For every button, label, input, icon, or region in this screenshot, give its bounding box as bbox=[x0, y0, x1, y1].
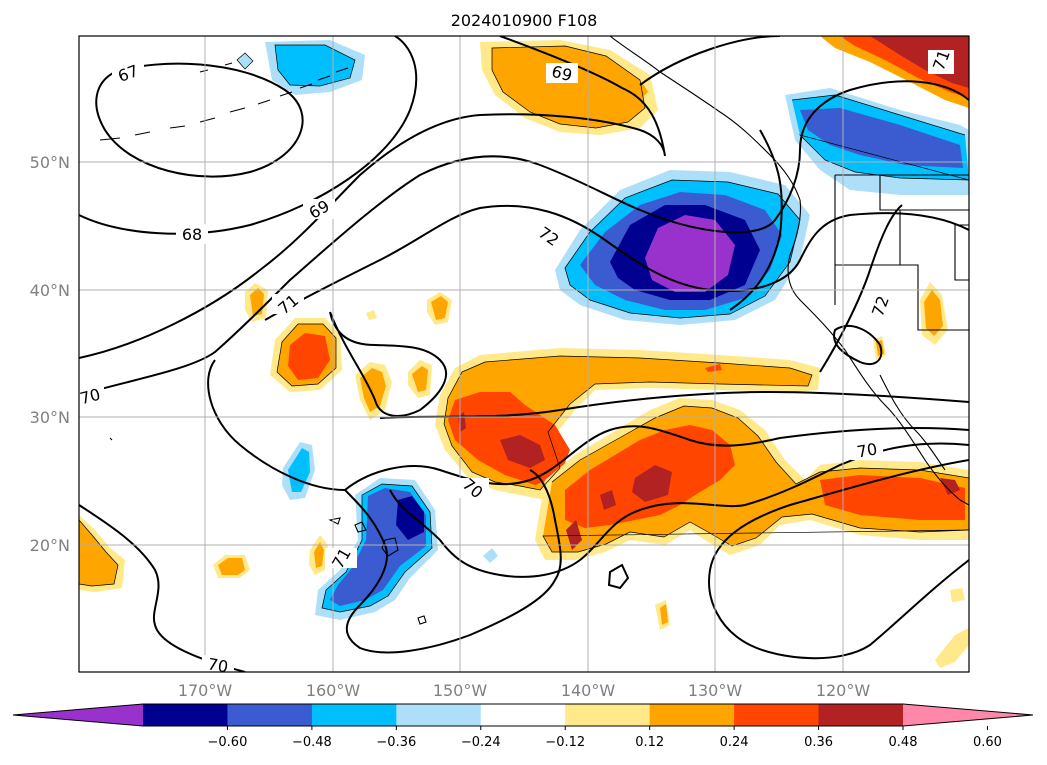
contour-label-71-ne: 71 bbox=[928, 47, 954, 74]
lat-label-40n: 40°N bbox=[30, 281, 70, 300]
anomaly-positive-west-edge bbox=[79, 515, 125, 592]
contour-label-67: 67 bbox=[112, 61, 144, 86]
coastline-layer bbox=[99, 36, 969, 625]
svg-text:69: 69 bbox=[550, 62, 575, 86]
contour-label-69-north: 69 bbox=[546, 62, 578, 86]
map-frame bbox=[78, 35, 970, 673]
colorbar-tick-label: 0.48 bbox=[889, 735, 918, 750]
contour-label-70-south: 70 bbox=[202, 654, 234, 676]
contour-label-layer: 67 68 69 69 71 72 bbox=[78, 47, 954, 676]
colorbar-segment bbox=[734, 704, 820, 726]
colorbar-segment bbox=[649, 704, 735, 726]
colorbar-outline bbox=[12, 703, 1034, 727]
lat-label-20n: 20°N bbox=[30, 536, 70, 555]
contour-69 bbox=[79, 36, 666, 359]
colorbar-segment bbox=[565, 704, 651, 726]
contour-label-68: 68 bbox=[176, 224, 208, 244]
filled-anomaly-layer bbox=[79, 36, 969, 668]
longitude-labels: 170°W 160°W 150°W 140°W 130°W 120°W bbox=[178, 681, 871, 700]
colorbar-segment bbox=[818, 704, 904, 726]
colorbar-segment bbox=[480, 704, 566, 726]
coastline-alaska bbox=[609, 36, 801, 201]
contour-71 bbox=[264, 204, 969, 321]
contour-67 bbox=[95, 62, 304, 178]
coastline-baja bbox=[879, 374, 946, 471]
svg-text:68: 68 bbox=[182, 225, 202, 244]
contour-70-sw bbox=[79, 504, 246, 672]
contour-small-loop bbox=[607, 563, 630, 590]
anomaly-positive-west-cluster bbox=[245, 283, 452, 420]
colorbar-tick-label: −0.48 bbox=[292, 735, 332, 750]
contour-68 bbox=[79, 36, 418, 235]
coastline-hawaii bbox=[328, 517, 399, 557]
anomaly-outline-layer bbox=[79, 44, 969, 613]
coastline-islands-misc bbox=[109, 62, 427, 625]
lon-label-150w: 150°W bbox=[433, 681, 488, 700]
contour-70 bbox=[79, 80, 969, 396]
colorbar: −0.60 −0.48 −0.36 −0.24 −0.12 0.12 0.24 0.36 0.4… bbox=[12, 703, 1034, 750]
map-plot-area: 67 68 69 69 71 72 bbox=[78, 36, 969, 676]
svg-text:70: 70 bbox=[855, 439, 878, 461]
anomaly-positive-subtropical-band bbox=[435, 348, 820, 500]
contour-label-72-central: 72 bbox=[533, 223, 565, 250]
anomaly-negative-small-blob bbox=[282, 442, 498, 563]
anomaly-positive-gulf-alaska bbox=[480, 40, 658, 135]
contour-70-south bbox=[207, 359, 969, 492]
colorbar-tick-label: −0.12 bbox=[545, 735, 585, 750]
anomaly-negative-pacific-nw bbox=[785, 88, 969, 195]
colorbar-tick-label: 0.24 bbox=[720, 735, 749, 750]
contour-72-loop bbox=[833, 325, 883, 365]
contour-label-71-hawaii: 71 bbox=[325, 545, 357, 572]
svg-text:70: 70 bbox=[78, 385, 103, 409]
lon-label-140w: 140°W bbox=[561, 681, 616, 700]
contour-72 bbox=[329, 311, 447, 417]
lon-label-160w: 160°W bbox=[306, 681, 361, 700]
colorbar-tick-label: 0.60 bbox=[973, 735, 1002, 750]
colorbar-tick-label: −0.36 bbox=[376, 735, 416, 750]
contour-label-69-west: 69 bbox=[303, 196, 335, 223]
colorbar-extend-low bbox=[13, 704, 143, 726]
contour-label-71-west: 71 bbox=[272, 291, 304, 318]
latitude-labels: 50°N 40°N 30°N 20°N bbox=[30, 153, 70, 555]
lat-label-50n: 50°N bbox=[30, 153, 70, 172]
border-states bbox=[834, 175, 969, 331]
lon-label-170w: 170°W bbox=[178, 681, 233, 700]
coastline-aleutians bbox=[99, 67, 349, 141]
colorbar-segment bbox=[227, 704, 313, 726]
height-contour-layer bbox=[79, 36, 969, 672]
anomaly-positive-southeast-swath bbox=[535, 398, 969, 560]
colorbar-segment bbox=[311, 704, 397, 726]
coastline-west-us bbox=[787, 199, 969, 506]
anomaly-positive-small-patches bbox=[213, 82, 969, 668]
colorbar-tick-label: −0.60 bbox=[208, 735, 248, 750]
map-title: 2024010900 F108 bbox=[451, 11, 598, 30]
anomaly-negative-aleutian bbox=[237, 40, 365, 95]
colorbar-tick-label: 0.36 bbox=[804, 735, 833, 750]
lon-label-130w: 130°W bbox=[688, 681, 743, 700]
contour-label-70-west: 70 bbox=[78, 385, 104, 409]
colorbar-extend-high bbox=[903, 704, 1033, 726]
colorbar-segment bbox=[396, 704, 482, 726]
contour-label-70-central: 70 bbox=[457, 475, 489, 502]
lat-label-30n: 30°N bbox=[30, 408, 70, 427]
lon-label-120w: 120°W bbox=[816, 681, 871, 700]
svg-text:70: 70 bbox=[206, 654, 229, 676]
anomaly-negative-central-low bbox=[555, 170, 810, 325]
colorbar-tick-label: −0.24 bbox=[461, 735, 501, 750]
contour-70-lower bbox=[389, 442, 969, 578]
contour-71-hawaii bbox=[344, 469, 562, 654]
colorbar-segment bbox=[143, 704, 228, 726]
contour-label-72-east: 72 bbox=[866, 293, 894, 319]
contour-label-70-east: 70 bbox=[851, 439, 883, 462]
colorbar-tick-label: 0.12 bbox=[635, 735, 664, 750]
